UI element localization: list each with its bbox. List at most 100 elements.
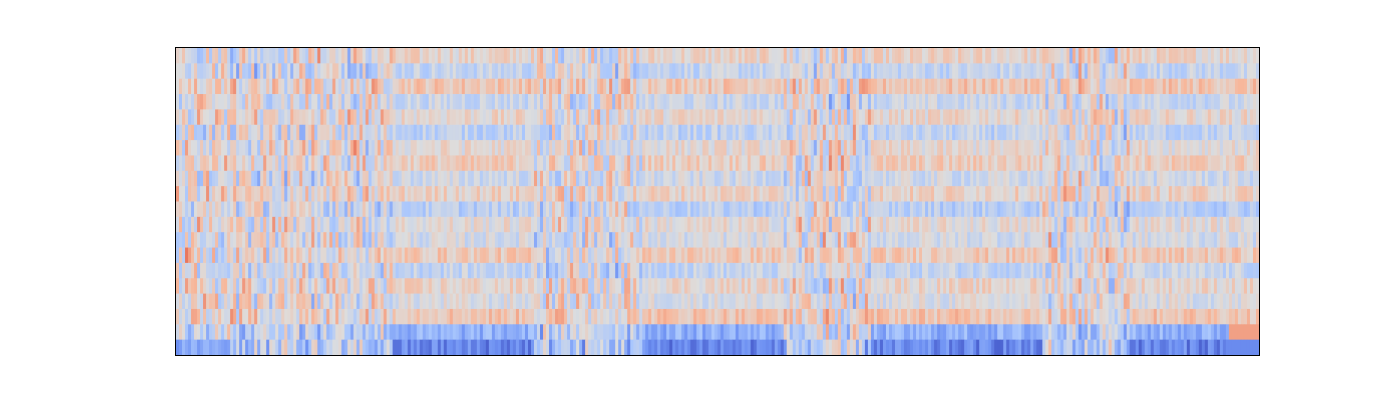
heatmap-cell bbox=[591, 140, 594, 156]
heatmap-cell bbox=[429, 48, 432, 64]
heatmap-cell bbox=[883, 248, 886, 264]
heatmap-cell bbox=[886, 155, 889, 171]
heatmap-cell bbox=[1169, 109, 1172, 125]
heatmap-cell bbox=[727, 171, 730, 187]
heatmap-cell bbox=[284, 186, 287, 202]
heatmap-cell bbox=[690, 63, 693, 79]
heatmap-cell bbox=[564, 48, 567, 64]
heatmap-cell bbox=[311, 125, 314, 141]
heatmap-cell bbox=[326, 140, 329, 156]
heatmap-cell bbox=[600, 79, 603, 95]
heatmap-cell bbox=[1235, 186, 1238, 202]
heatmap-cell bbox=[1066, 125, 1069, 141]
heatmap-cell bbox=[236, 48, 239, 64]
heatmap-cell bbox=[1256, 109, 1259, 125]
heatmap-cell bbox=[1051, 140, 1054, 156]
heatmap-cell bbox=[1211, 125, 1214, 141]
heatmap-cell bbox=[290, 186, 293, 202]
heatmap-cell bbox=[672, 140, 675, 156]
heatmap-cell bbox=[979, 140, 982, 156]
heatmap-cell bbox=[618, 63, 621, 79]
heatmap-cell bbox=[197, 248, 200, 264]
heatmap-cell bbox=[892, 140, 895, 156]
heatmap-cell bbox=[606, 217, 609, 233]
heatmap-cell bbox=[435, 202, 438, 218]
heatmap-cell bbox=[1217, 48, 1220, 64]
heatmap-cell bbox=[1166, 109, 1169, 125]
heatmap-cell bbox=[684, 155, 687, 171]
heatmap-cell bbox=[1060, 155, 1063, 171]
heatmap-cell bbox=[1187, 217, 1190, 233]
heatmap-cell bbox=[486, 63, 489, 79]
heatmap-cell bbox=[287, 109, 290, 125]
heatmap-cell bbox=[579, 202, 582, 218]
heatmap-cell bbox=[1009, 125, 1012, 141]
heatmap-cell bbox=[1124, 155, 1127, 171]
heatmap-cell bbox=[931, 232, 934, 248]
heatmap-cell bbox=[946, 94, 949, 110]
heatmap-cell bbox=[338, 186, 341, 202]
heatmap-cell bbox=[651, 202, 654, 218]
heatmap-cell bbox=[940, 94, 943, 110]
heatmap-cell bbox=[979, 79, 982, 95]
heatmap-cell bbox=[1199, 48, 1202, 64]
heatmap-cell bbox=[997, 186, 1000, 202]
heatmap-cell bbox=[1033, 140, 1036, 156]
heatmap-cell bbox=[516, 125, 519, 141]
heatmap-cell bbox=[203, 202, 206, 218]
heatmap-cell bbox=[724, 171, 727, 187]
heatmap-cell bbox=[579, 232, 582, 248]
heatmap-cell bbox=[197, 140, 200, 156]
heatmap-cell bbox=[372, 186, 375, 202]
heatmap-cell bbox=[769, 171, 772, 187]
heatmap-cell bbox=[1054, 94, 1057, 110]
heatmap-cell bbox=[534, 140, 537, 156]
heatmap-cell bbox=[672, 217, 675, 233]
heatmap-cell bbox=[1112, 186, 1115, 202]
heatmap-cell bbox=[940, 171, 943, 187]
heatmap-cell bbox=[311, 63, 314, 79]
heatmap-cell bbox=[862, 248, 865, 264]
heatmap-cell bbox=[1172, 94, 1175, 110]
heatmap-cell bbox=[272, 232, 275, 248]
heatmap-cell bbox=[603, 232, 606, 248]
heatmap-cell bbox=[910, 202, 913, 218]
heatmap-cell bbox=[1097, 248, 1100, 264]
heatmap-cell bbox=[766, 155, 769, 171]
heatmap-cell bbox=[1106, 109, 1109, 125]
heatmap-cell bbox=[585, 79, 588, 95]
heatmap-cell bbox=[534, 109, 537, 125]
heatmap-cell bbox=[1244, 94, 1247, 110]
heatmap-cell bbox=[952, 202, 955, 218]
heatmap-cell bbox=[880, 140, 883, 156]
heatmap-cell bbox=[1148, 232, 1151, 248]
heatmap-cell bbox=[516, 217, 519, 233]
heatmap-cell bbox=[510, 63, 513, 79]
heatmap-cell bbox=[865, 202, 868, 218]
heatmap-cell bbox=[498, 140, 501, 156]
heatmap-cell bbox=[1030, 217, 1033, 233]
heatmap-cell bbox=[573, 140, 576, 156]
heatmap-cell bbox=[711, 140, 714, 156]
heatmap-cell bbox=[718, 63, 721, 79]
heatmap-cell bbox=[453, 232, 456, 248]
heatmap-cell bbox=[1214, 171, 1217, 187]
heatmap-cell bbox=[396, 125, 399, 141]
heatmap-cell bbox=[522, 48, 525, 64]
heatmap-cell bbox=[910, 248, 913, 264]
heatmap-cell bbox=[441, 48, 444, 64]
heatmap-cell bbox=[408, 155, 411, 171]
heatmap-cell bbox=[408, 94, 411, 110]
heatmap-cell bbox=[642, 109, 645, 125]
heatmap-cell bbox=[1220, 109, 1223, 125]
heatmap-cell bbox=[724, 140, 727, 156]
heatmap-cell bbox=[594, 48, 597, 64]
heatmap-cell bbox=[393, 171, 396, 187]
heatmap-cell bbox=[1085, 63, 1088, 79]
heatmap-cell bbox=[982, 232, 985, 248]
heatmap-cell bbox=[1235, 171, 1238, 187]
heatmap-cell bbox=[787, 155, 790, 171]
heatmap-cell bbox=[432, 232, 435, 248]
heatmap-cell bbox=[949, 232, 952, 248]
heatmap-cell bbox=[838, 125, 841, 141]
